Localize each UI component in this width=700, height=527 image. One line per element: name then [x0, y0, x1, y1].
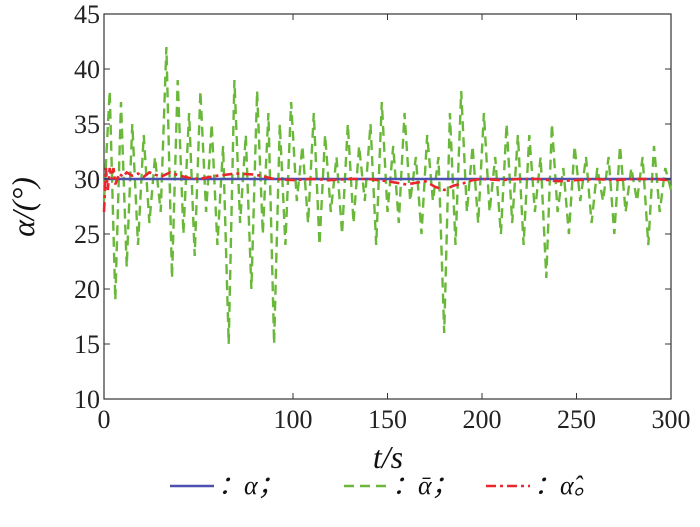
x-tick-label: 100: [274, 405, 313, 434]
y-tick-label: 40: [74, 55, 100, 84]
series-line-3: [102, 167, 672, 213]
legend-label-1: ：α；: [218, 471, 284, 500]
y-tick-label: 20: [74, 275, 100, 304]
x-tick-label: 300: [652, 405, 691, 434]
legend: ：α； ：ᾱ； ：α̂。: [170, 471, 600, 500]
legend-label-2: ：ᾱ；: [392, 471, 458, 500]
y-tick-label: 25: [74, 220, 100, 249]
y-tick-label: 15: [74, 330, 100, 359]
y-axis: 10 15 20 25 30 35 40 45: [74, 0, 671, 414]
x-tick-label: 0: [98, 405, 111, 434]
x-tick-label: 150: [368, 405, 407, 434]
plot-area: [102, 46, 673, 345]
y-tick-label: 45: [74, 0, 100, 29]
legend-label-3: ：α̂。: [534, 471, 600, 500]
x-tick-label: 250: [557, 405, 596, 434]
x-axis-label: t/s: [373, 439, 403, 475]
series-line-2: [102, 46, 673, 345]
y-tick-label: 10: [74, 385, 100, 414]
y-tick-label: 30: [74, 165, 100, 194]
y-tick-label: 35: [74, 110, 100, 139]
x-tick-label: 200: [463, 405, 502, 434]
x-axis: 0 100 150 200 250 300: [98, 14, 691, 434]
y-axis-label: α/(°): [5, 177, 41, 237]
